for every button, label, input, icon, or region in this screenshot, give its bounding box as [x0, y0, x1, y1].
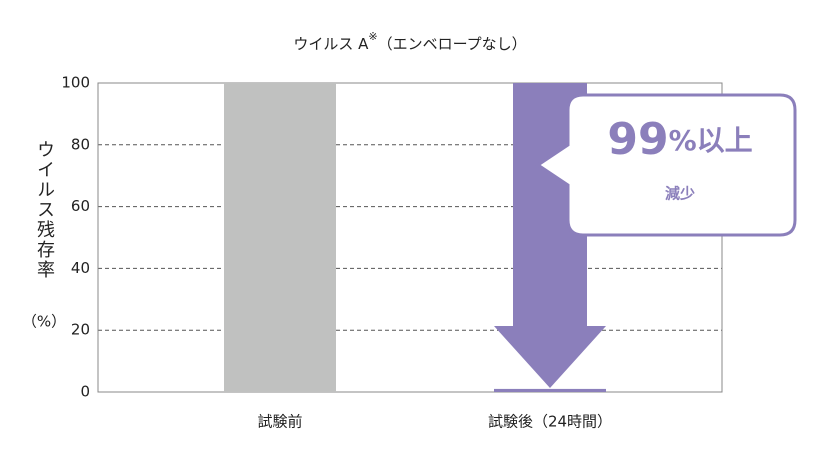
- bar: [224, 83, 336, 392]
- y-tick-label: 60: [71, 197, 90, 215]
- y-tick-label: 80: [71, 135, 90, 153]
- chart-title: ウイルス A※（エンベロープなし）: [293, 30, 526, 53]
- y-tick-label: 100: [61, 74, 90, 92]
- annotation-line-1: 99%以上: [607, 114, 752, 165]
- y-axis-label: ウイルス残存率: [34, 140, 55, 280]
- y-tick-label: 40: [71, 259, 90, 277]
- callout: [535, 93, 797, 237]
- plot-frame: [97, 82, 723, 393]
- y-tick-label: 0: [80, 383, 90, 401]
- title-note: （エンベロープなし）: [378, 35, 527, 53]
- bar: [494, 388, 606, 392]
- title-main: ウイルス A: [293, 35, 369, 53]
- annotation-line-2: 減少: [665, 185, 695, 203]
- x-tick-label: 試験前: [257, 413, 302, 431]
- y-axis-unit: （%）: [22, 313, 66, 331]
- annotation-figure: 99: [607, 114, 668, 165]
- annotation-unit: %以上: [669, 124, 753, 157]
- x-tick-label: 試験後（24時間）: [488, 413, 612, 431]
- y-tick-label: 20: [71, 321, 90, 339]
- title-mark: ※: [368, 30, 377, 43]
